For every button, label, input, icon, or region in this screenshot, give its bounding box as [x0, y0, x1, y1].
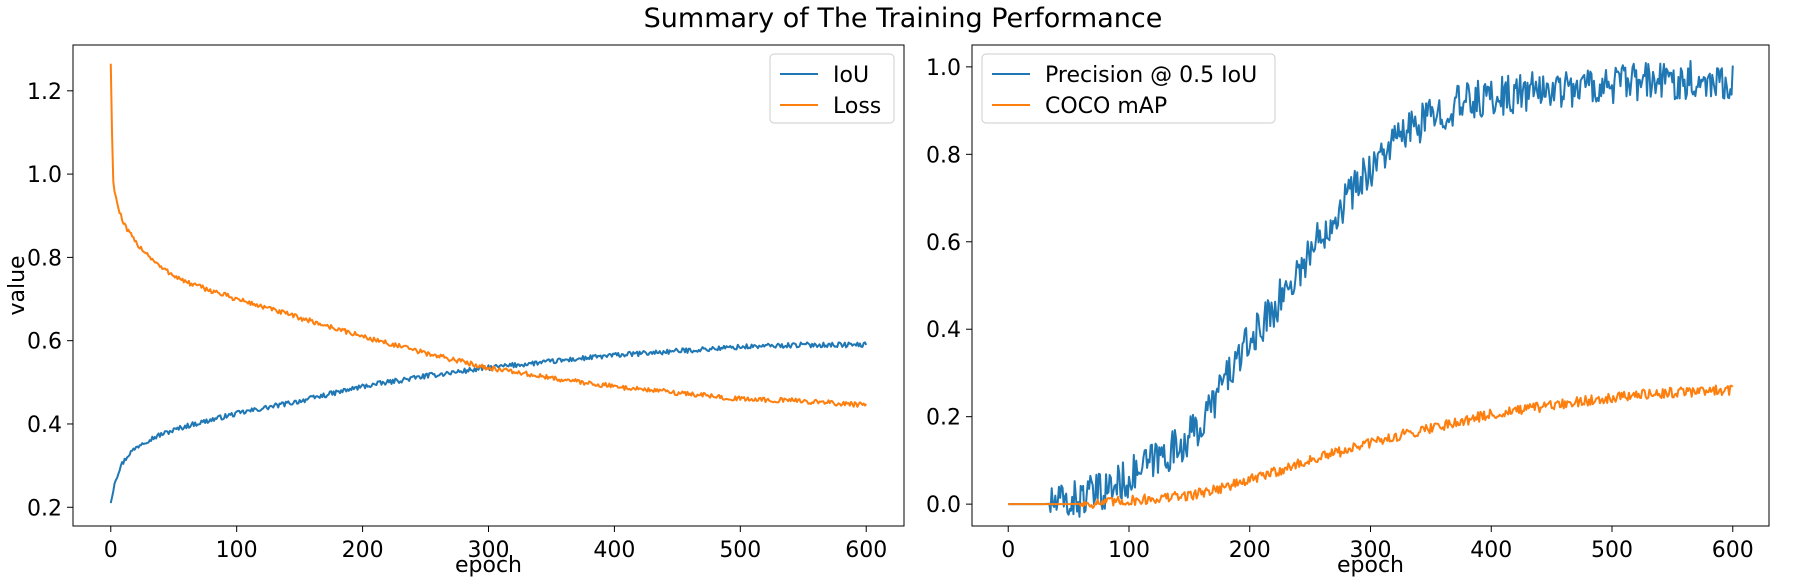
y-tick-label: 0.6 [27, 330, 62, 355]
y-tick-label: 1.0 [926, 56, 961, 81]
y-tick-label: 0.8 [926, 143, 961, 168]
x-tick-label: 300 [468, 538, 510, 563]
right-chart-panel: 0 100 200 300 400 500 600 0.0 0.2 0.4 0.6 0.8 1.0 epo… [926, 44, 1770, 578]
y-tick-label: 0.6 [926, 231, 961, 256]
x-tick-label: 0 [104, 538, 118, 563]
x-axis-label: epoch [455, 553, 522, 578]
y-tick-label: 0.8 [27, 246, 62, 271]
x-axis-label: epoch [1337, 553, 1404, 578]
y-tick-label: 0.2 [27, 496, 62, 521]
x-tick-label: 100 [216, 538, 258, 563]
figure-title: Summary of The Training Performance [644, 3, 1163, 34]
series-line-iou [109, 341, 868, 504]
y-tick-label: 0.4 [27, 413, 62, 438]
x-tick-label: 600 [845, 538, 887, 563]
x-tick-label: 500 [1591, 538, 1633, 563]
x-tick-label: 200 [1229, 538, 1271, 563]
legend-label: COCO mAP [1045, 94, 1167, 119]
y-axis-label: value [5, 255, 30, 315]
x-tick-label: 100 [1108, 538, 1150, 563]
x-tick-label: 500 [719, 538, 761, 563]
legend-label: Precision @ 0.5 IoU [1045, 63, 1257, 88]
x-tick-label: 400 [593, 538, 635, 563]
series-line-precision-0-5-iou [1008, 60, 1734, 518]
x-tick-label: 300 [1350, 538, 1392, 563]
series-line-coco-map [1008, 384, 1734, 509]
y-tick-label: 1.2 [27, 80, 62, 105]
x-tick-label: 0 [1001, 538, 1015, 563]
y-tick-label: 1.0 [27, 163, 62, 188]
y-tick-label: 0.0 [926, 493, 961, 518]
legend [981, 53, 1276, 124]
x-tick-label: 400 [1470, 538, 1512, 563]
x-tick-label: 600 [1712, 538, 1754, 563]
legend-label: IoU [833, 63, 869, 88]
x-tick-label: 200 [342, 538, 384, 563]
legend-label: Loss [833, 94, 881, 119]
y-tick-label: 0.4 [926, 318, 961, 343]
series-line-loss [109, 63, 868, 408]
y-tick-label: 0.2 [926, 406, 961, 431]
left-chart-panel: 0 100 200 300 400 500 600 0.2 0.4 0.6 0.8 1.0 1.2 epo… [5, 44, 905, 578]
